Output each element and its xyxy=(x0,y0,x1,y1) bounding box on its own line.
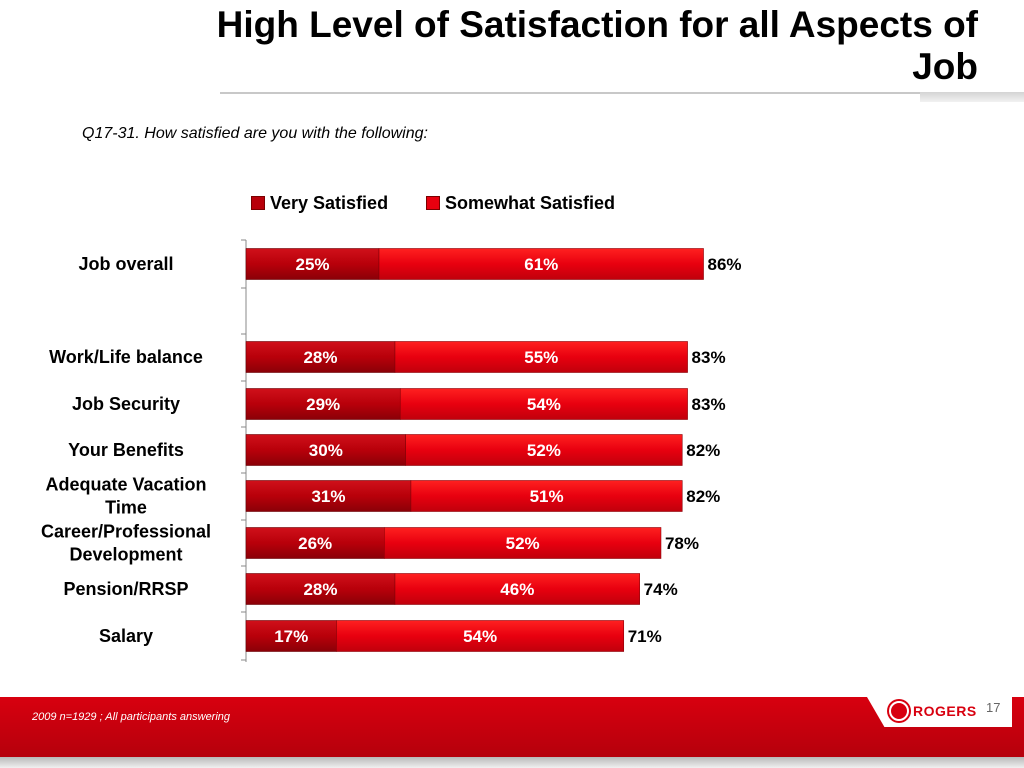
category-label-pension-rrsp: Pension/RRSP xyxy=(63,579,188,599)
bar-very-satisfied-pension-rrsp xyxy=(245,573,396,605)
data-label-somewhat-satisfied-job-overall: 61% xyxy=(524,255,558,274)
total-label-job-security: 83% xyxy=(692,395,726,414)
bar-very-satisfied-career-professional-development xyxy=(245,527,385,559)
title-divider xyxy=(220,92,920,94)
total-label-your-benefits: 82% xyxy=(686,441,720,460)
data-label-very-satisfied-work-life-balance: 28% xyxy=(303,348,337,367)
legend-swatch-very-satisfied xyxy=(251,196,265,210)
total-label-job-overall: 86% xyxy=(708,255,742,274)
slide-title: High Level of Satisfaction for all Aspec… xyxy=(216,4,978,87)
footer-bar: 2009 n=1929 ; All participants answering… xyxy=(0,697,1024,757)
category-label-adequate-vacation-time: Time xyxy=(105,498,147,518)
bar-somewhat-satisfied-your-benefits xyxy=(405,434,683,466)
legend-label-somewhat-satisfied: Somewhat Satisfied xyxy=(445,193,616,213)
total-label-career-professional-development: 78% xyxy=(665,534,699,553)
bar-somewhat-satisfied-work-life-balance xyxy=(394,341,688,373)
data-label-very-satisfied-job-security: 29% xyxy=(306,395,340,414)
data-label-very-satisfied-career-professional-development: 26% xyxy=(298,534,332,553)
legend-swatch-somewhat-satisfied xyxy=(426,196,440,210)
legend-item-somewhat-satisfied: Somewhat Satisfied xyxy=(426,193,615,214)
bar-very-satisfied-your-benefits xyxy=(245,434,406,466)
category-label-job-overall: Job overall xyxy=(78,254,173,274)
bar-somewhat-satisfied-job-security xyxy=(399,388,688,420)
category-label-adequate-vacation-time: Adequate Vacation xyxy=(45,475,206,495)
data-label-very-satisfied-salary: 17% xyxy=(274,627,308,646)
category-label-salary: Salary xyxy=(99,626,153,646)
total-label-pension-rrsp: 74% xyxy=(644,580,678,599)
bar-somewhat-satisfied-pension-rrsp xyxy=(394,573,640,605)
bar-very-satisfied-adequate-vacation-time xyxy=(245,480,412,512)
bar-somewhat-satisfied-salary xyxy=(336,620,625,652)
bar-somewhat-satisfied-job-overall xyxy=(378,248,704,280)
data-label-somewhat-satisfied-job-security: 54% xyxy=(527,395,561,414)
data-label-very-satisfied-adequate-vacation-time: 31% xyxy=(311,487,345,506)
bar-somewhat-satisfied-career-professional-development xyxy=(384,527,662,559)
title-divider-accent xyxy=(920,92,1024,102)
total-label-adequate-vacation-time: 82% xyxy=(686,487,720,506)
data-label-very-satisfied-pension-rrsp: 28% xyxy=(303,580,337,599)
survey-question: Q17-31. How satisfied are you with the f… xyxy=(82,125,428,142)
data-label-somewhat-satisfied-career-professional-development: 52% xyxy=(506,534,540,553)
total-label-salary: 71% xyxy=(628,627,662,646)
stacked-bar-chart: 25% 61% 86% Job overall 28% 55% 83% Work/Life b… xyxy=(41,239,742,662)
total-label-work-life-balance: 83% xyxy=(692,348,726,367)
bar-very-satisfied-salary xyxy=(245,620,337,652)
data-label-somewhat-satisfied-work-life-balance: 55% xyxy=(524,348,558,367)
rogers-logo-icon xyxy=(889,701,909,721)
category-label-career-professional-development: Career/Professional xyxy=(41,522,211,542)
bar-very-satisfied-job-overall xyxy=(245,248,380,280)
footnote: 2009 n=1929 ; All participants answering xyxy=(32,711,231,723)
category-label-your-benefits: Your Benefits xyxy=(68,440,184,460)
category-label-work-life-balance: Work/Life balance xyxy=(49,347,203,367)
rogers-logo-text: ROGERS xyxy=(913,703,977,719)
data-label-somewhat-satisfied-your-benefits: 52% xyxy=(527,441,561,460)
data-label-somewhat-satisfied-pension-rrsp: 46% xyxy=(500,580,534,599)
data-label-very-satisfied-your-benefits: 30% xyxy=(309,441,343,460)
legend-label-very-satisfied: Very Satisfied xyxy=(270,193,389,213)
category-label-career-professional-development: Development xyxy=(69,545,182,565)
footer-shadow xyxy=(0,757,1024,768)
data-label-somewhat-satisfied-salary: 54% xyxy=(463,627,497,646)
bar-somewhat-satisfied-adequate-vacation-time xyxy=(410,480,683,512)
legend-item-very-satisfied: Very Satisfied xyxy=(251,193,388,214)
data-label-somewhat-satisfied-adequate-vacation-time: 51% xyxy=(530,487,564,506)
page-number: 17 xyxy=(986,700,1001,715)
category-label-job-security: Job Security xyxy=(72,394,180,414)
data-label-very-satisfied-job-overall: 25% xyxy=(295,255,329,274)
